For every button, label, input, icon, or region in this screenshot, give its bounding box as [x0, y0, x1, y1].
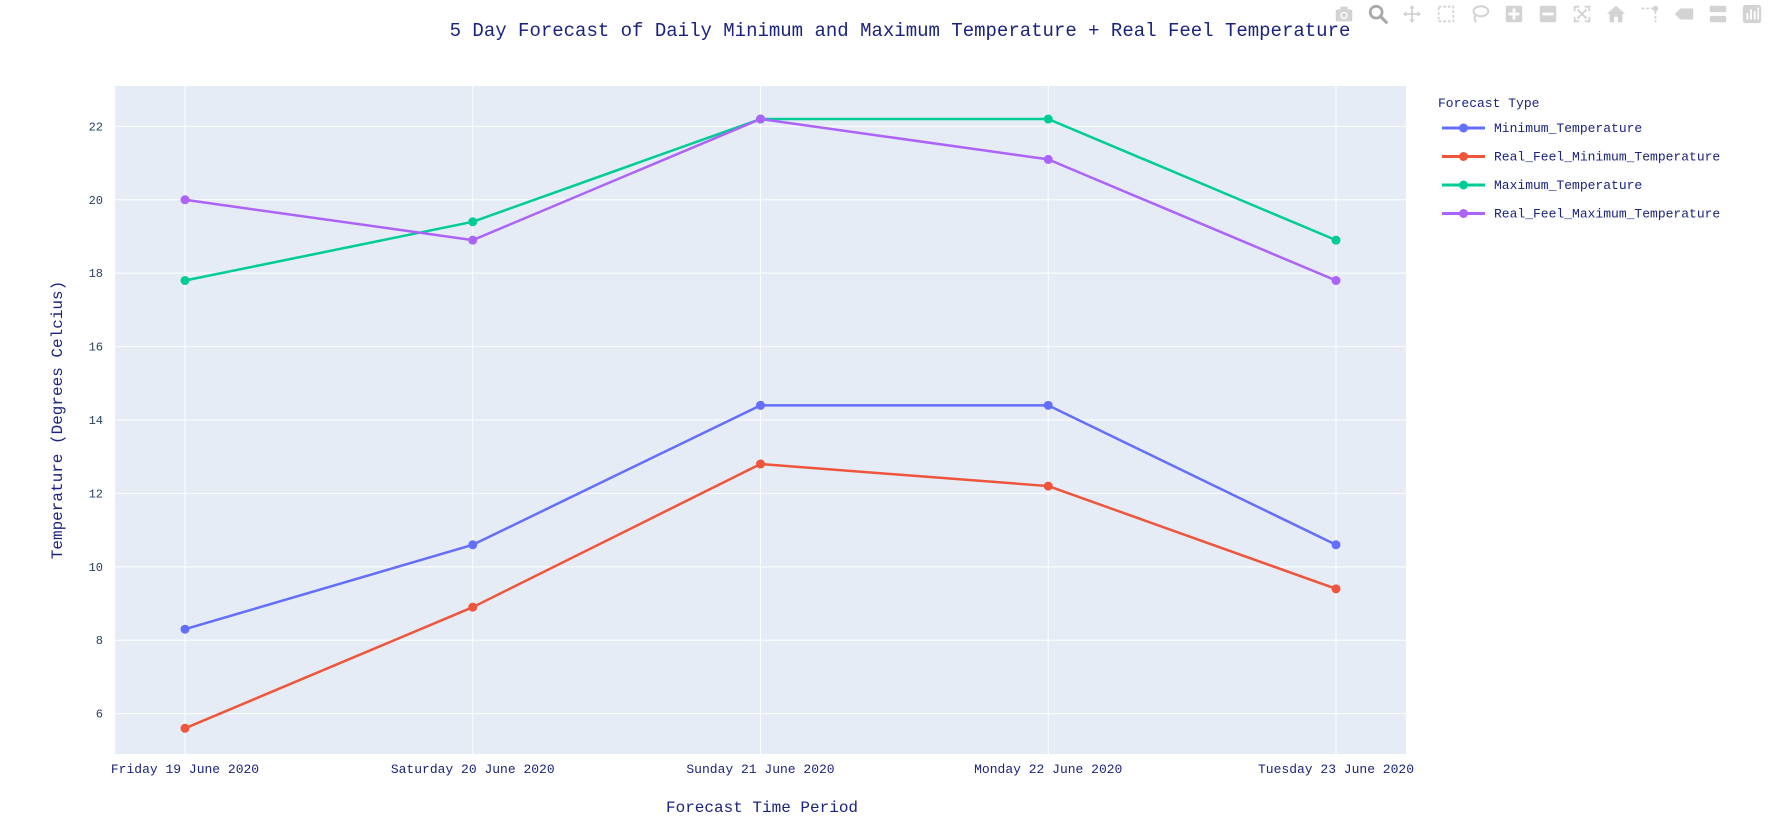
y-tick-label: 18: [89, 267, 103, 281]
series-real-feel-maximum-temperature[interactable]: [180, 114, 1341, 286]
data-point[interactable]: [180, 195, 190, 205]
autoscale-icon[interactable]: [1567, 1, 1597, 27]
data-point[interactable]: [1043, 114, 1053, 124]
legend: Forecast Type Minimum_Temperature Real_Fe…: [1438, 96, 1720, 222]
plotly-logo-icon[interactable]: [1737, 1, 1767, 27]
legend-marker-swatch: [1459, 209, 1468, 218]
legend-label: Minimum_Temperature: [1494, 121, 1642, 136]
pan-icon[interactable]: [1397, 1, 1427, 27]
legend-marker-swatch: [1459, 180, 1468, 190]
lasso-select-icon[interactable]: [1465, 1, 1495, 27]
x-tick-label: Sunday 21 June 2020: [686, 762, 834, 777]
series-real-feel-minimum-temperature[interactable]: [180, 459, 1341, 733]
x-axis-ticks: Friday 19 June 2020 Saturday 20 June 2020…: [111, 762, 1414, 777]
legend-item[interactable]: Real_Feel_Maximum_Temperature: [1442, 207, 1720, 222]
x-axis-title: Forecast Time Period: [666, 799, 858, 817]
legend-marker-swatch: [1459, 123, 1468, 133]
y-tick-label: 12: [89, 487, 103, 501]
data-point[interactable]: [756, 459, 765, 469]
y-axis-ticks: 6 8 10 12 14 16 18 20 22: [89, 120, 103, 721]
data-point[interactable]: [756, 114, 765, 124]
data-point[interactable]: [1331, 235, 1341, 245]
legend-marker-swatch: [1459, 152, 1468, 161]
data-point[interactable]: [1043, 400, 1053, 410]
legend-item[interactable]: Real_Feel_Minimum_Temperature: [1442, 150, 1720, 165]
chart-title: 5 Day Forecast of Daily Minimum and Maxi…: [450, 20, 1351, 42]
legend-item[interactable]: Minimum_Temperature: [1442, 121, 1642, 136]
data-point[interactable]: [180, 276, 190, 286]
box-select-icon[interactable]: [1431, 1, 1461, 27]
data-point[interactable]: [468, 602, 478, 612]
grid-lines: [115, 86, 1406, 754]
data-point[interactable]: [468, 235, 478, 245]
y-tick-label: 10: [89, 561, 103, 575]
x-tick-label: Saturday 20 June 2020: [391, 762, 555, 777]
zoom-out-icon[interactable]: [1533, 1, 1563, 27]
legend-item[interactable]: Maximum_Temperature: [1442, 178, 1642, 193]
zoom-icon[interactable]: [1363, 1, 1393, 27]
x-tick-label: Tuesday 23 June 2020: [1258, 762, 1414, 777]
y-tick-label: 16: [89, 341, 103, 355]
data-point[interactable]: [1331, 584, 1341, 594]
legend-title: Forecast Type: [1438, 96, 1539, 111]
data-point[interactable]: [180, 624, 190, 634]
x-tick-label: Monday 22 June 2020: [974, 762, 1122, 777]
spike-lines-icon[interactable]: [1635, 1, 1665, 27]
y-tick-label: 14: [89, 414, 103, 428]
hover-closest-icon[interactable]: [1669, 1, 1699, 27]
legend-label: Real_Feel_Maximum_Temperature: [1494, 207, 1720, 222]
hover-compare-icon[interactable]: [1703, 1, 1733, 27]
reset-axes-icon[interactable]: [1601, 1, 1631, 27]
series-minimum-temperature[interactable]: [180, 400, 1341, 634]
data-point[interactable]: [180, 723, 190, 733]
data-point[interactable]: [1043, 481, 1053, 491]
legend-label: Maximum_Temperature: [1494, 178, 1642, 193]
data-point[interactable]: [1331, 540, 1341, 550]
zoom-in-icon[interactable]: [1499, 1, 1529, 27]
y-tick-label: 20: [89, 194, 103, 208]
data-point[interactable]: [756, 400, 765, 410]
x-tick-label: Friday 19 June 2020: [111, 762, 259, 777]
data-point[interactable]: [1331, 276, 1341, 286]
camera-icon[interactable]: [1329, 1, 1359, 27]
data-point[interactable]: [468, 217, 478, 227]
series-layer[interactable]: [180, 114, 1341, 733]
y-tick-label: 22: [89, 120, 103, 134]
y-tick-label: 8: [96, 634, 103, 648]
data-point[interactable]: [1043, 154, 1053, 164]
data-point[interactable]: [468, 540, 478, 550]
y-tick-label: 6: [96, 708, 103, 722]
mode-bar: [1329, 0, 1767, 28]
y-axis-title: Temperature (Degrees Celcius): [49, 281, 67, 559]
legend-label: Real_Feel_Minimum_Temperature: [1494, 150, 1720, 165]
